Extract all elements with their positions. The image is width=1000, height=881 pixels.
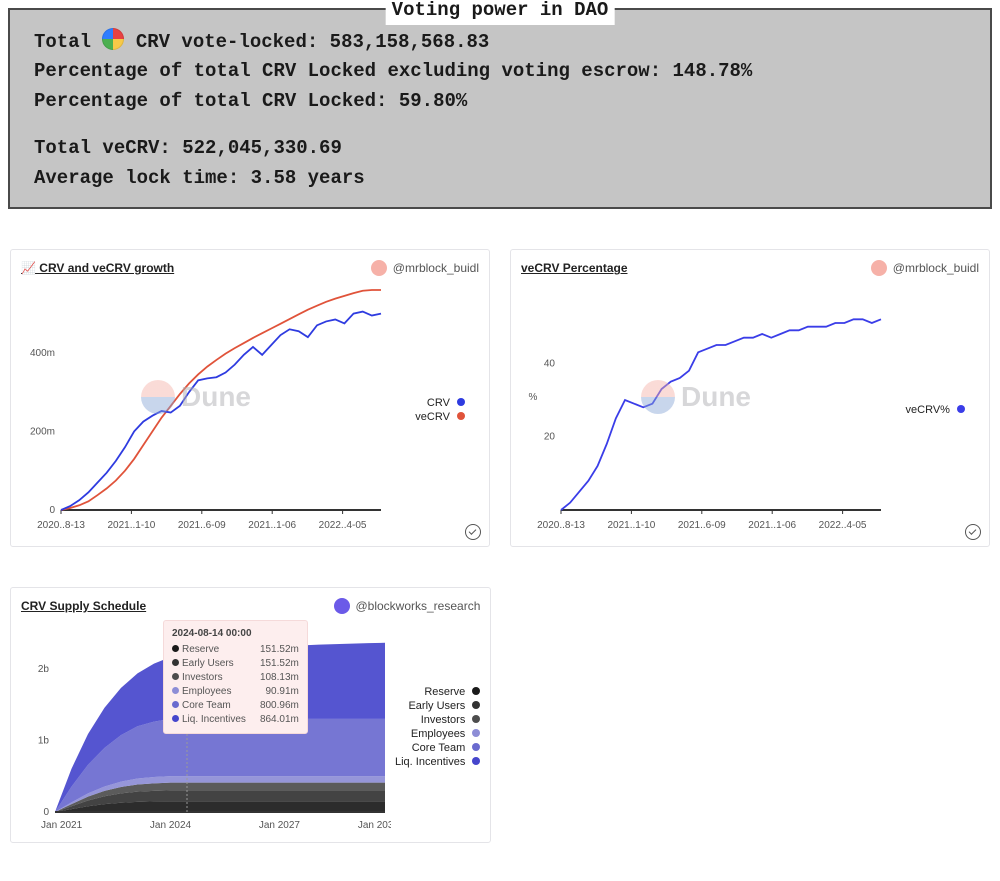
legend-item: Reserve [395,686,480,698]
author-badge-icon [334,598,350,614]
svg-text:0: 0 [49,505,55,516]
svg-text:2022..4-05: 2022..4-05 [319,520,367,531]
svg-text:20: 20 [544,432,556,443]
growth-chart-title[interactable]: 📈 CRV and veCRV growth [21,261,174,275]
supply-tooltip: 2024-08-14 00:00Reserve151.52mEarly User… [163,620,308,734]
stat-line-total-vecrv: Total veCRV: 522,045,330.69 [34,134,966,163]
legend-item: Core Team [395,742,480,754]
svg-text:2021..1-10: 2021..1-10 [607,520,655,531]
pct-chart-title[interactable]: veCRV Percentage [521,261,628,275]
svg-text:2020..8-13: 2020..8-13 [37,520,85,531]
svg-text:40: 40 [544,359,556,370]
legend-item: veCRV% [895,404,965,416]
supply-legend: Reserve Early Users Investors Employees … [391,684,480,770]
svg-text:2021..1-10: 2021..1-10 [107,520,155,531]
svg-text:2021..1-06: 2021..1-06 [748,520,796,531]
svg-text:2021..6-09: 2021..6-09 [178,520,226,531]
svg-text:2021..6-09: 2021..6-09 [678,520,726,531]
svg-text:Jan 2030: Jan 2030 [358,820,391,831]
supply-chart-author[interactable]: @blockworks_research [334,598,480,614]
legend-item: veCRV [395,411,465,423]
stat-line-pct-excl: Percentage of total CRV Locked excluding… [34,57,966,86]
pct-plot: 20 40% 2020..8-13 2021..1-10 2021..6-09 2021.… [521,280,891,540]
voting-power-panel: Voting power in DAO Total CRV vote-locke… [8,8,992,209]
svg-text:%: % [529,392,538,403]
top-charts-row: 📈 CRV and veCRV growth @mrblock_buidl Du… [0,249,1000,547]
growth-plot: 0 200m 400m 2020..8-13 2021..1-10 2021..6-09 2… [21,280,391,540]
legend-item: Early Users [395,700,480,712]
svg-text:1b: 1b [38,736,50,747]
supply-chart-title[interactable]: CRV Supply Schedule [21,599,146,613]
stat-line-locked: Total CRV vote-locked: 583,158,568.83 [34,28,966,57]
pct-chart-author[interactable]: @mrblock_buidl [871,260,979,276]
supply-chart-card: CRV Supply Schedule @blockworks_research… [10,587,491,843]
growth-legend: CRV veCRV [391,395,465,425]
svg-text:2021..1-06: 2021..1-06 [248,520,296,531]
pct-chart-card: veCRV Percentage @mrblock_buidl Dune 204… [510,249,990,547]
growth-chart-author[interactable]: @mrblock_buidl [371,260,479,276]
svg-text:2b: 2b [38,664,50,675]
svg-text:Jan 2027: Jan 2027 [259,820,301,831]
growth-chart-card: 📈 CRV and veCRV growth @mrblock_buidl Du… [10,249,490,547]
crv-locked-value: 583,158,568.83 [330,31,490,53]
supply-row: CRV Supply Schedule @blockworks_research… [0,587,1000,843]
legend-item: Liq. Incentives [395,756,480,768]
legend-item: Investors [395,714,480,726]
legend-item: CRV [395,397,465,409]
stat-line-pct-locked: Percentage of total CRV Locked: 59.80% [34,87,966,116]
panel-title: Voting power in DAO [386,0,615,25]
curve-logo-icon [102,28,124,50]
svg-text:0: 0 [43,807,49,818]
pct-legend: veCRV% [891,402,965,418]
author-badge-icon [371,260,387,276]
svg-text:400m: 400m [30,348,55,359]
svg-text:200m: 200m [30,427,55,438]
author-badge-icon [871,260,887,276]
svg-text:2022..4-05: 2022..4-05 [819,520,867,531]
svg-text:Jan 2021: Jan 2021 [41,820,83,831]
svg-text:2020..8-13: 2020..8-13 [537,520,585,531]
svg-text:Jan 2024: Jan 2024 [150,820,192,831]
stat-line-avg-lock: Average lock time: 3.58 years [34,164,966,193]
legend-item: Employees [395,728,480,740]
